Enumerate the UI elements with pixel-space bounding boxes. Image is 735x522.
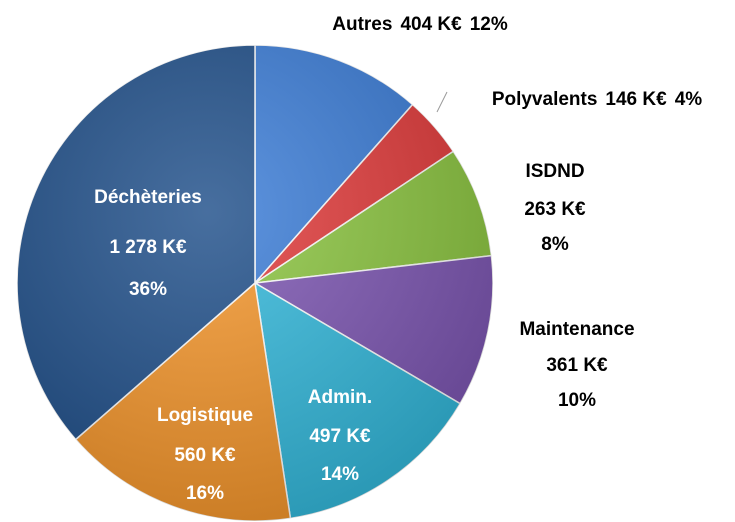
- label-part: 146 K€: [605, 89, 667, 110]
- slice-label: 16%: [186, 483, 224, 504]
- slice-label: 8%: [541, 234, 569, 255]
- label-part: 12%: [470, 14, 508, 35]
- slice-label: Logistique: [157, 405, 253, 426]
- label-part: Autres: [332, 14, 392, 35]
- slice-label: Déchèteries: [94, 187, 202, 208]
- slice-label: 14%: [321, 464, 359, 485]
- pie: [16, 44, 494, 522]
- leader-line: [436, 91, 448, 113]
- slice-label: 560 K€: [174, 445, 236, 466]
- slice-label: Autres 404 K€ 12%: [332, 14, 508, 35]
- slice-label: 263 K€: [524, 199, 586, 220]
- slice-label: 497 K€: [309, 426, 371, 447]
- slice-label: 36%: [129, 279, 167, 300]
- slice-label: Polyvalents 146 K€ 4%: [492, 89, 702, 110]
- slice-label: Maintenance: [519, 319, 634, 340]
- slice-label: ISDND: [525, 161, 584, 182]
- slice-label: Admin.: [308, 387, 372, 408]
- slice-label: 361 K€: [546, 355, 608, 376]
- slice-label: 10%: [558, 390, 596, 411]
- slice-label: 1 278 K€: [109, 237, 187, 258]
- label-part: 4%: [675, 89, 703, 110]
- label-part: Polyvalents: [492, 89, 598, 110]
- label-part: 404 K€: [400, 14, 462, 35]
